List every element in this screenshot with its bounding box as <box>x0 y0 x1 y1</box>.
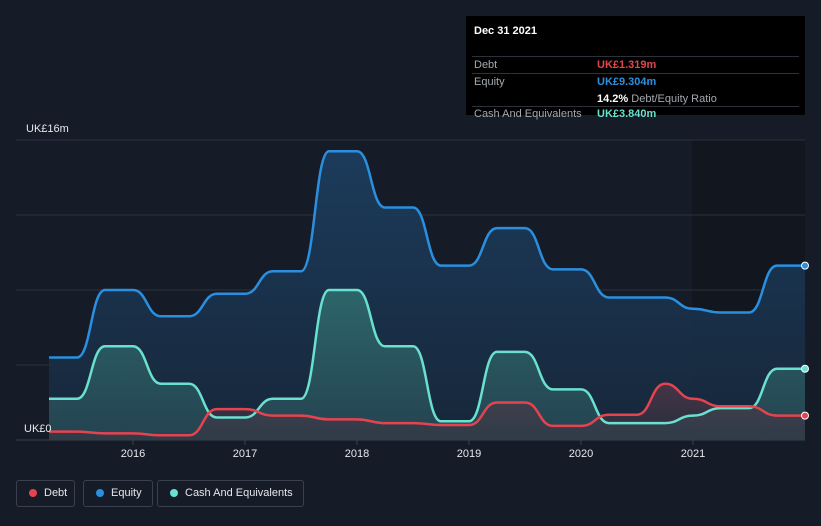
x-tick-label: 2017 <box>233 448 257 460</box>
debt-line <box>49 382 805 437</box>
legend-label-debt: Debt <box>44 487 68 499</box>
cash-legend-dot <box>170 489 178 497</box>
tooltip-row-equity: Equity UK£9.304m <box>466 73 799 90</box>
tooltip-date: Dec 31 2021 <box>474 25 537 37</box>
tooltip-label-cash: Cash And Equivalents <box>474 108 582 120</box>
series-areas <box>49 151 805 441</box>
x-tick-label: 2019 <box>457 448 481 460</box>
tooltip-value-cash: UK£3.840m <box>597 108 657 120</box>
tooltip-row-debt: Debt UK£1.319m <box>466 56 799 73</box>
x-axis: 2016 2017 2018 2019 2020 2021 <box>121 440 705 460</box>
x-tick-label: 2021 <box>681 448 705 460</box>
x-tick-label: 2018 <box>345 448 369 460</box>
equity-line <box>49 150 805 359</box>
tooltip-label-debt: Debt <box>474 59 498 71</box>
equity-legend-dot <box>96 489 104 497</box>
legend-label-equity: Equity <box>111 487 142 499</box>
y-axis-bottom-label: UK£0 <box>24 423 52 435</box>
equity-area <box>49 151 805 441</box>
tooltip-value-debt: UK£1.319m <box>597 59 657 71</box>
debt-endpoint <box>801 411 809 420</box>
tooltip-value-equity: UK£9.304m <box>597 76 657 88</box>
legend-item-cash[interactable]: Cash And Equivalents <box>157 480 304 507</box>
series-markers <box>801 261 809 420</box>
debt-legend-dot <box>29 489 37 497</box>
equity-endpoint <box>801 261 809 270</box>
x-tick-label: 2020 <box>569 448 593 460</box>
tooltip-row-cash: Cash And Equivalents UK£3.840m <box>466 106 799 124</box>
legend-item-debt[interactable]: Debt <box>16 480 75 507</box>
tooltip-row-ratio: 14.2% Debt/Equity Ratio <box>466 90 799 106</box>
legend-item-equity[interactable]: Equity <box>83 480 153 507</box>
cash-and-equivalents-line <box>49 288 805 425</box>
legend-label-cash: Cash And Equivalents <box>185 487 293 499</box>
y-axis-top-label: UK£16m <box>26 123 69 135</box>
cash-and-equivalents-endpoint <box>801 364 809 373</box>
x-tick-label: 2016 <box>121 448 145 460</box>
tooltip-ratio-label: Debt/Equity Ratio <box>631 93 717 105</box>
tooltip-ratio-number: 14.2% <box>597 93 629 105</box>
tooltip-value-ratio: 14.2% Debt/Equity Ratio <box>597 93 717 105</box>
tooltip-label-equity: Equity <box>474 76 505 88</box>
series-lines <box>49 150 805 437</box>
debt-area <box>49 383 805 440</box>
tooltip: Dec 31 2021 Debt UK£1.319m Equity UK£9.3… <box>466 16 805 120</box>
